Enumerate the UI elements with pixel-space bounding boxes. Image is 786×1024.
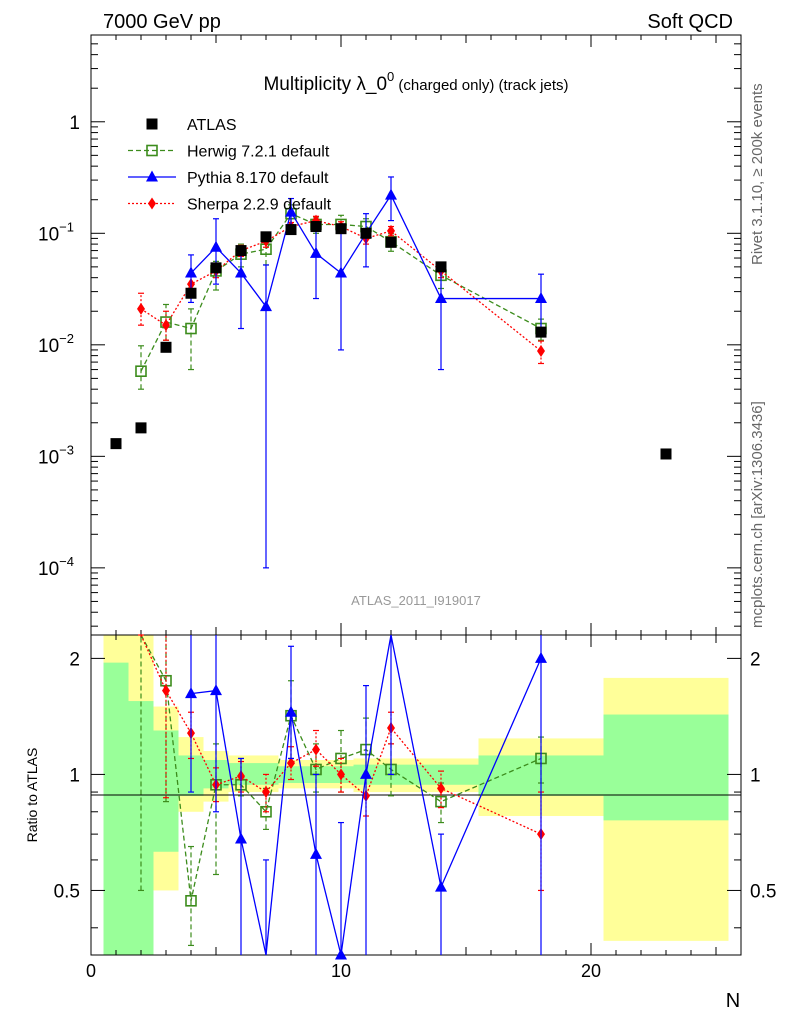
data-point [660, 448, 672, 460]
series-0 [110, 221, 672, 460]
main-panel: 1 10−1 10−2 10−3 10−4 [38, 34, 742, 636]
y-tick-label: 10−1 [38, 219, 74, 245]
data-point [160, 341, 172, 353]
data-point [260, 231, 272, 243]
data-point [385, 188, 397, 200]
legend-label: ATLAS [187, 117, 237, 134]
x-tick-label: 10 [331, 961, 351, 981]
ratio-band-inner [128, 701, 154, 955]
ratio-tick-label-left: 2 [69, 649, 80, 670]
ratio-point [287, 757, 295, 770]
ratio-tick-label-right: 0.5 [750, 881, 776, 902]
data-point [387, 224, 395, 237]
data-point [235, 245, 247, 257]
x-tick-label: 20 [581, 961, 601, 981]
x-axis-label: N [726, 990, 740, 1012]
series-2 [185, 176, 547, 569]
legend-label: Pythia 8.170 default [187, 170, 329, 187]
x-tick-label: 0 [86, 961, 96, 981]
ratio-point [262, 786, 270, 799]
data-point [335, 266, 347, 278]
data-point [285, 205, 297, 217]
data-point [210, 240, 222, 252]
ratio-point [285, 705, 297, 717]
data-point [235, 266, 247, 278]
data-point [535, 292, 547, 304]
ratio-tick-label-left: 0.5 [54, 881, 80, 902]
main-series [110, 176, 672, 569]
ratio-point [435, 880, 447, 892]
ratio-band-inner [353, 764, 479, 785]
header-right: Soft QCD [647, 11, 733, 33]
ratio-point [210, 684, 222, 696]
ratio-point [310, 847, 322, 859]
analysis-watermark: ATLAS_2011_I919017 [351, 593, 481, 608]
data-point [385, 236, 397, 248]
legend: ATLAS Herwig 7.2.1 default Pythia 8.170 de… [128, 117, 332, 214]
chart-title-sup: 0 [387, 69, 394, 84]
y-tick-label: 10−4 [38, 554, 74, 580]
data-point [435, 261, 447, 273]
ratio-band-inner [103, 662, 129, 955]
header-left: 7000 GeV pp [103, 11, 221, 33]
data-point [185, 287, 197, 299]
chart-title: Multiplicity λ_00 (charged only) (track … [263, 69, 568, 95]
data-point [260, 300, 272, 312]
data-point [135, 365, 147, 378]
data-point [135, 422, 147, 434]
ratio-point [437, 782, 445, 795]
main-ticks: 1 10−1 10−2 10−3 10−4 [38, 34, 742, 635]
ratio-point [360, 767, 372, 779]
ratio-series [138, 634, 547, 960]
ratio-y-label: Ratio to ATLAS [24, 748, 40, 843]
legend-marker [146, 144, 158, 157]
ratio-point [185, 895, 197, 907]
ratio-point [235, 832, 247, 844]
ratio-point [312, 743, 320, 756]
legend-item: Pythia 8.170 default [128, 170, 329, 187]
data-point [162, 319, 170, 332]
legend-label: Sherpa 2.2.9 default [187, 197, 332, 214]
chart-title-main: Multiplicity λ_0 [263, 74, 387, 95]
legend-marker [146, 118, 158, 130]
ratio-point [535, 651, 547, 663]
data-point [537, 345, 545, 358]
ratio-point [185, 687, 197, 699]
data-point [185, 322, 197, 335]
data-point [335, 223, 347, 235]
ratio-series-2 [185, 634, 547, 960]
data-point [185, 266, 197, 278]
data-point [285, 224, 297, 236]
legend-item: Herwig 7.2.1 default [128, 144, 330, 161]
ratio-ticks: 0 10 20 0.5 0.5 1 1 2 2 [54, 635, 776, 981]
ratio-band-inner [603, 714, 729, 821]
data-point [110, 438, 122, 450]
chart-title-rest: (charged only) (track jets) [394, 77, 568, 94]
data-point [360, 227, 372, 239]
legend-marker [148, 197, 156, 210]
ratio-tick-label-right: 1 [750, 765, 761, 786]
data-point [137, 302, 145, 315]
data-point [310, 246, 322, 258]
ratio-point [337, 768, 345, 781]
ratio-point [162, 684, 170, 697]
legend-marker [146, 170, 158, 182]
ratio-point [335, 948, 347, 960]
data-point [435, 292, 447, 304]
data-point [310, 221, 322, 233]
legend-item: ATLAS [146, 117, 237, 134]
y-tick-label: 10−3 [38, 442, 74, 468]
legend-label: Herwig 7.2.1 default [187, 144, 330, 161]
mcplots-label: mcplots.cern.ch [arXiv:1306.3436] [749, 401, 766, 628]
data-point [210, 262, 222, 274]
legend-item: Sherpa 2.2.9 default [128, 197, 332, 214]
rivet-label: Rivet 3.1.10, ≥ 200k events [749, 83, 766, 265]
data-point [535, 326, 547, 338]
ratio-panel: 0 10 20 0.5 0.5 1 1 2 2 [54, 634, 776, 981]
y-tick-label: 10−2 [38, 331, 74, 357]
y-tick-label: 1 [69, 113, 80, 134]
ratio-tick-label-right: 2 [750, 649, 761, 670]
ratio-tick-label-left: 1 [69, 765, 80, 786]
